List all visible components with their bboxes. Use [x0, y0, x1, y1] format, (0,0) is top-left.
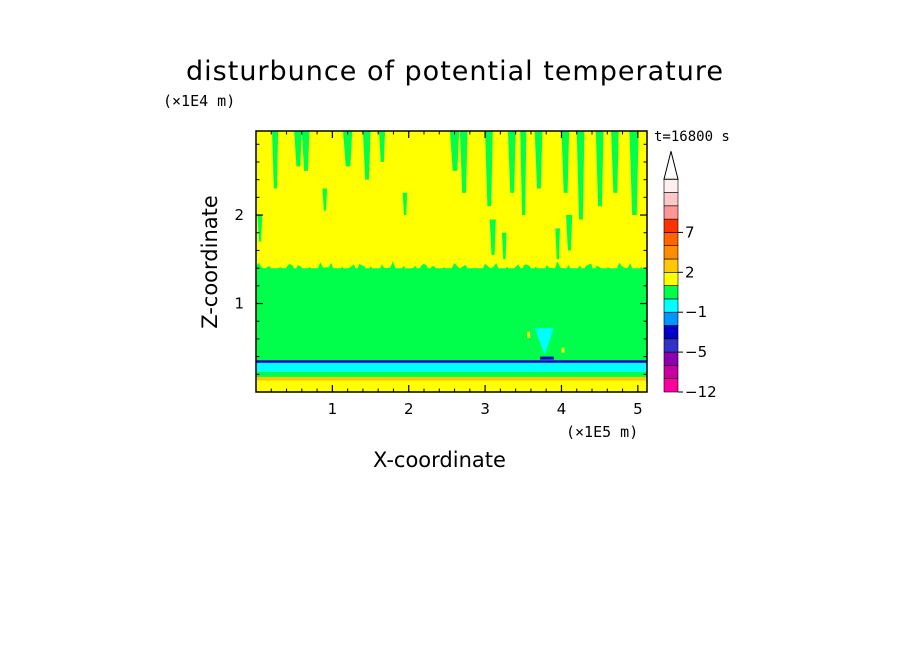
colorbar: 7 2 −1 −5 −12 — [663, 151, 717, 401]
colorbar-swatch-12 — [663, 218, 679, 233]
wave-streak-4 — [362, 131, 371, 180]
colorbar-swatch-0 — [663, 378, 679, 393]
chart-title: disturbunce of potential temperature — [186, 56, 724, 87]
x-tick-label-1: 2 — [404, 400, 414, 418]
colorbar-label-2: −1 — [685, 303, 707, 321]
colorbar-label-1: 2 — [685, 263, 695, 281]
wave-streak-22 — [402, 192, 408, 216]
colorbar-swatch-5 — [663, 311, 679, 326]
wave-streak-2 — [272, 131, 279, 189]
colorbar-swatch-3 — [663, 338, 679, 353]
x-tick-label-2: 3 — [480, 400, 490, 418]
colorbar-swatch-14 — [663, 192, 679, 207]
y-tick-label-1: 2 — [234, 206, 244, 224]
contour-field — [256, 131, 647, 392]
colorbar-label-0: 7 — [685, 223, 695, 241]
time-label: t=16800 s — [654, 129, 730, 145]
wave-streak-17 — [489, 219, 496, 255]
colorbar-swatch-1 — [663, 365, 679, 379]
colorbar-swatch-8 — [663, 271, 679, 286]
band-0 — [256, 387, 647, 392]
wave-streak-9 — [508, 131, 516, 193]
wave-streak-6 — [449, 131, 460, 171]
colorbar-swatch-9 — [663, 258, 679, 273]
band-5 — [256, 360, 647, 363]
disturbance-yellow-2 — [561, 347, 565, 353]
band-3 — [256, 371, 647, 377]
x-tick-label-0: 1 — [328, 400, 338, 418]
colorbar-swatch-10 — [663, 245, 679, 260]
colorbar-label-3: −5 — [685, 343, 707, 361]
plot-frame — [255, 130, 648, 393]
colorbar-swatch-7 — [663, 285, 679, 300]
colorbar-swatch-13 — [663, 205, 679, 220]
wave-streak-0 — [294, 131, 302, 167]
colorbar-swatch-6 — [663, 298, 679, 313]
wave-streak-5 — [378, 131, 386, 162]
x-tick-label-3: 4 — [557, 400, 567, 418]
wave-streak-7 — [459, 131, 468, 193]
colorbar-swatch-11 — [663, 232, 679, 246]
disturbance-cyan — [534, 328, 554, 355]
y-tick-label-0: 1 — [234, 295, 244, 313]
disturbance-yellow-1 — [527, 331, 531, 338]
x-axis-unit: (×1E5 m) — [566, 423, 639, 441]
band-4 — [256, 362, 647, 372]
wave-streak-13 — [576, 131, 585, 220]
wave-streak-19 — [555, 228, 560, 260]
colorbar-swatch-15 — [663, 178, 679, 193]
wave-streak-14 — [595, 131, 604, 207]
wave-streak-1 — [301, 131, 310, 171]
x-tick-label-4: 5 — [633, 400, 643, 418]
wave-streak-20 — [566, 215, 573, 251]
wave-streak-18 — [501, 232, 507, 260]
wave-streak-10 — [520, 131, 527, 216]
colorbar-label-4: −12 — [685, 383, 717, 401]
wave-streak-8 — [485, 131, 493, 207]
band-2 — [256, 376, 647, 381]
colorbar-extend-arrow — [663, 151, 679, 180]
axes: 1 2 3 4 5 1 2 — [234, 131, 647, 418]
y-axis-unit: (×1E4 m) — [163, 92, 236, 110]
green-layer-boundary — [256, 261, 647, 286]
wave-streak-23 — [257, 215, 263, 242]
wave-streak-21 — [322, 188, 328, 211]
colorbar-swatch-2 — [663, 351, 679, 366]
wave-streak-11 — [534, 131, 543, 189]
wave-streak-12 — [561, 131, 570, 193]
colorbar-swatch-4 — [663, 325, 679, 340]
wave-streak-15 — [611, 131, 619, 193]
x-axis-label: X-coordinate — [373, 448, 506, 472]
disturbance-blue — [540, 356, 554, 360]
band-1 — [256, 380, 647, 388]
wave-streak-3 — [343, 131, 353, 167]
wave-streak-16 — [629, 131, 639, 216]
